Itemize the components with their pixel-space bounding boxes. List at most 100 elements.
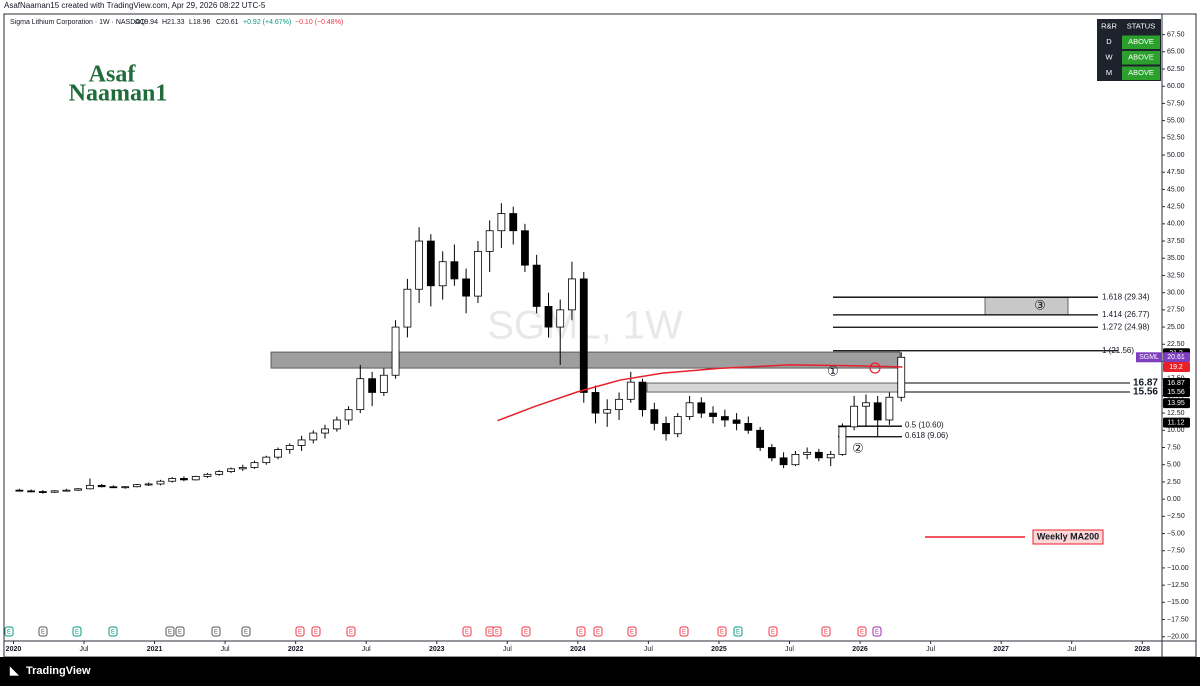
price-tag-label: 15.56 [1167,389,1185,396]
candle-body [744,423,753,431]
x-tick-label: 2026 [852,646,868,653]
candle-body [27,490,36,493]
y-tick-label: 2.50 [1167,479,1181,486]
candle-body [368,378,377,393]
event-label: E [488,630,492,636]
y-tick-label: 22.50 [1167,341,1185,348]
candle-body [309,432,318,441]
event-label: E [298,630,302,636]
ma-line [497,364,903,422]
event-label: E [596,630,600,636]
annotation: ① [827,363,839,378]
price-tag [1163,417,1190,428]
event-marker [576,626,586,637]
x-tick-label: 2020 [6,646,22,653]
event-label: E [824,630,828,636]
event-marker [295,626,305,637]
y-tick-label: −10.00 [1167,565,1189,572]
x-tick-label: Jul [644,646,653,653]
candle-body [121,486,130,489]
status-cell [1122,51,1160,65]
candle-body [215,471,224,475]
y-tick-label: 30.00 [1167,290,1185,297]
symbol-line: Sigma Lithium Corporation · 1W · NASDAQ [10,19,146,26]
event-label: E [214,630,218,636]
header-text: AsafNaaman15 created with TradingView.co… [4,1,266,10]
event-label: E [314,630,318,636]
y-tick-label: 32.50 [1167,272,1185,279]
x-tick-label: Jul [503,646,512,653]
y-tick-label: 62.50 [1167,66,1185,73]
candle-body [544,306,553,328]
candle-body [156,480,165,485]
candle-body [697,402,706,414]
ma-touch-marker [869,362,881,374]
candle-body [86,484,94,490]
candle-body [803,451,812,455]
footer-icon: ◣ [9,665,19,677]
candle-body [720,416,729,421]
x-tick-label: 2022 [288,646,304,653]
price-tag [1163,352,1190,363]
fib-level-label: 0.5 (10.60) [905,420,944,429]
y-tick-label: 27.50 [1167,307,1185,314]
candle-body [38,491,47,493]
candle-body [227,468,235,472]
y-tick-label: −5.00 [1167,530,1185,537]
event-marker [821,626,831,637]
y-tick-label: 5.00 [1167,462,1181,469]
candle-body [462,278,471,297]
y-tick-label: 45.00 [1167,186,1185,193]
status-cell [1122,35,1160,49]
y-tick-label: 65.00 [1167,49,1185,56]
y-tick-label: 0.00 [1167,496,1181,503]
event-marker [872,626,882,637]
event-marker [462,626,472,637]
event-label: E [244,630,248,636]
y-tick-label: 35.00 [1167,255,1185,262]
event-marker [38,626,48,637]
y-tick-label: 7.50 [1167,444,1181,451]
candle-body [579,278,588,393]
event-marker [241,626,251,637]
change2-label: −0.10 (−0.48%) [295,19,343,26]
candle-body [873,402,882,421]
candle-body [603,409,612,414]
candle-body [497,213,506,232]
status-cell-text: ABOVE [1128,53,1154,62]
candle-body [450,261,459,280]
x-tick-label: Jul [80,646,89,653]
candle-body [826,453,835,459]
candle-body [250,462,259,468]
candle-body [438,261,447,287]
event-marker [175,626,185,637]
y-tick-label: 67.50 [1167,31,1185,38]
candle-body [403,288,412,328]
y-tick-label: 55.00 [1167,117,1185,124]
price-tag-label: 16.87 [1167,380,1185,387]
candle-body [885,396,894,421]
candle-body [556,309,565,328]
fib-level-label: 1.618 (29.34) [1102,292,1150,301]
y-tick-label: 60.00 [1167,83,1185,90]
candle-body [709,412,717,417]
event-label: E [771,630,775,636]
candle-body [521,230,529,266]
event-marker [165,626,175,637]
y-tick-label: −7.50 [1167,548,1185,555]
event-label: E [168,630,172,636]
price-tag [1163,378,1190,389]
candle-body [509,213,518,232]
candle-body [474,250,482,297]
candle-body [662,423,670,435]
zone-low-label: 15.56 [1133,387,1158,398]
event-marker [768,626,778,637]
candle-body [638,381,647,411]
candle-body [685,402,694,417]
status-cell-text: D [1106,37,1112,46]
event-label: E [41,630,45,636]
event-label: E [178,630,182,636]
event-marker [4,626,14,637]
event-marker [717,626,727,637]
